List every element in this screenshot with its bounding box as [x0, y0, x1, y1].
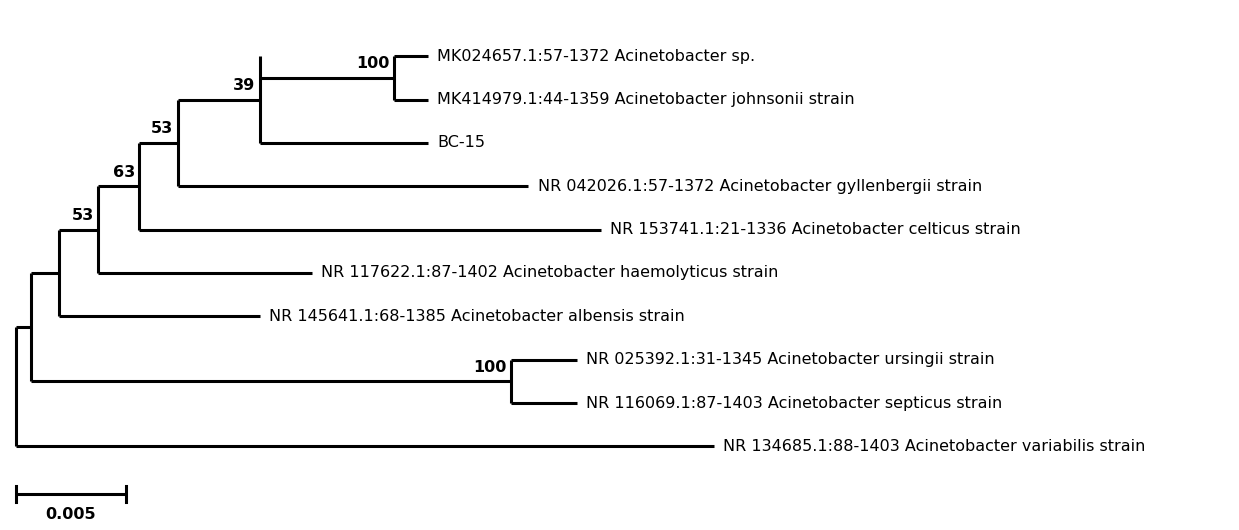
Text: NR 116069.1:87-1403 Acinetobacter septicus strain: NR 116069.1:87-1403 Acinetobacter septic…	[586, 395, 1002, 411]
Text: MK414979.1:44-1359 Acinetobacter johnsonii strain: MK414979.1:44-1359 Acinetobacter johnson…	[437, 92, 855, 107]
Text: NR 042026.1:57-1372 Acinetobacter gyllenbergii strain: NR 042026.1:57-1372 Acinetobacter gyllen…	[538, 179, 981, 194]
Text: MK024657.1:57-1372 Acinetobacter sp.: MK024657.1:57-1372 Acinetobacter sp.	[437, 49, 756, 64]
Text: 0.005: 0.005	[46, 507, 97, 522]
Text: BC-15: BC-15	[437, 135, 486, 151]
Text: 53: 53	[72, 208, 94, 223]
Text: 63: 63	[113, 165, 135, 180]
Text: 100: 100	[357, 56, 389, 72]
Text: NR 134685.1:88-1403 Acinetobacter variabilis strain: NR 134685.1:88-1403 Acinetobacter variab…	[724, 439, 1146, 454]
Text: NR 153741.1:21-1336 Acinetobacter celticus strain: NR 153741.1:21-1336 Acinetobacter celtic…	[610, 222, 1021, 237]
Text: 39: 39	[233, 78, 255, 93]
Text: NR 145641.1:68-1385 Acinetobacter albensis strain: NR 145641.1:68-1385 Acinetobacter albens…	[269, 309, 685, 324]
Text: NR 025392.1:31-1345 Acinetobacter ursingii strain: NR 025392.1:31-1345 Acinetobacter ursing…	[586, 352, 995, 367]
Text: NR 117622.1:87-1402 Acinetobacter haemolyticus strain: NR 117622.1:87-1402 Acinetobacter haemol…	[321, 266, 778, 280]
Text: 53: 53	[151, 121, 173, 136]
Text: 100: 100	[473, 360, 507, 375]
